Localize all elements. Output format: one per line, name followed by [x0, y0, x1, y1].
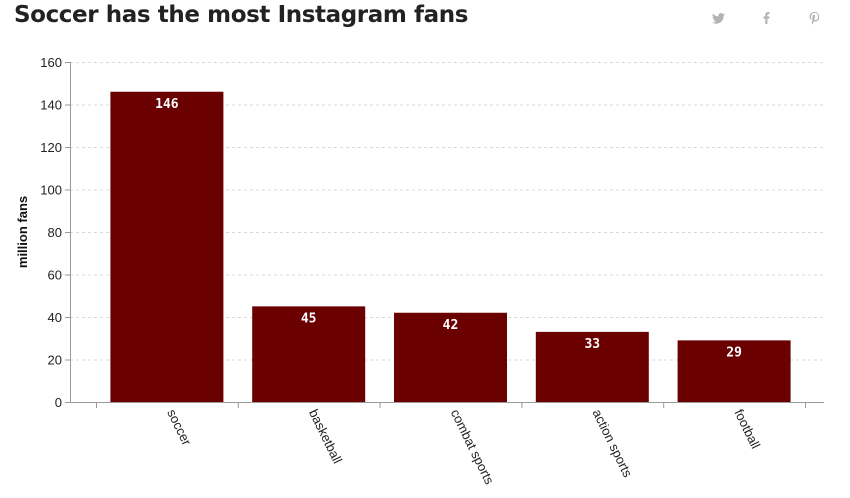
bar-basketball[interactable]: [252, 306, 366, 402]
share-bar: [694, 8, 838, 28]
y-axis-title: million fans: [15, 196, 30, 268]
pinterest-icon[interactable]: [790, 8, 838, 28]
y-tick-label: 160: [40, 55, 62, 70]
facebook-icon[interactable]: [742, 8, 790, 28]
y-tick-label: 140: [40, 98, 62, 113]
y-tick-label: 100: [40, 183, 62, 198]
y-tick-label: 40: [48, 310, 62, 325]
x-tick-label: football: [731, 407, 763, 451]
chart-title: Soccer has the most Instagram fans: [14, 2, 469, 28]
y-tick-label: 60: [48, 268, 62, 283]
bar-value-label: 29: [726, 345, 742, 360]
twitter-icon[interactable]: [694, 8, 742, 28]
bar-football[interactable]: [677, 340, 791, 402]
y-tick-label: 0: [55, 395, 62, 410]
y-tick-label: 80: [48, 225, 62, 240]
x-tick-label: soccer: [164, 407, 195, 449]
axes: [70, 62, 824, 403]
x-tick-label: action sports: [590, 407, 636, 480]
bars: 146 45 42 33 29: [110, 91, 791, 402]
y-tick-label: 20: [48, 353, 62, 368]
x-tick-label: basketball: [306, 407, 345, 466]
bar-value-label: 33: [584, 337, 600, 352]
bar-value-label: 42: [443, 318, 459, 333]
bar-soccer[interactable]: [110, 91, 224, 402]
bar-value-label: 146: [155, 97, 179, 112]
y-tick-labels: 0 20 40 60 80 100 120 140 160: [40, 55, 70, 410]
bar-combat-sports[interactable]: [394, 312, 507, 402]
bar-action-sports[interactable]: [535, 331, 649, 402]
x-tick-labels: soccer basketball combat sports action spor…: [96, 402, 806, 487]
y-tick-label: 120: [40, 140, 62, 155]
bar-value-label: 45: [301, 311, 317, 326]
x-tick-label: combat sports: [448, 407, 497, 487]
